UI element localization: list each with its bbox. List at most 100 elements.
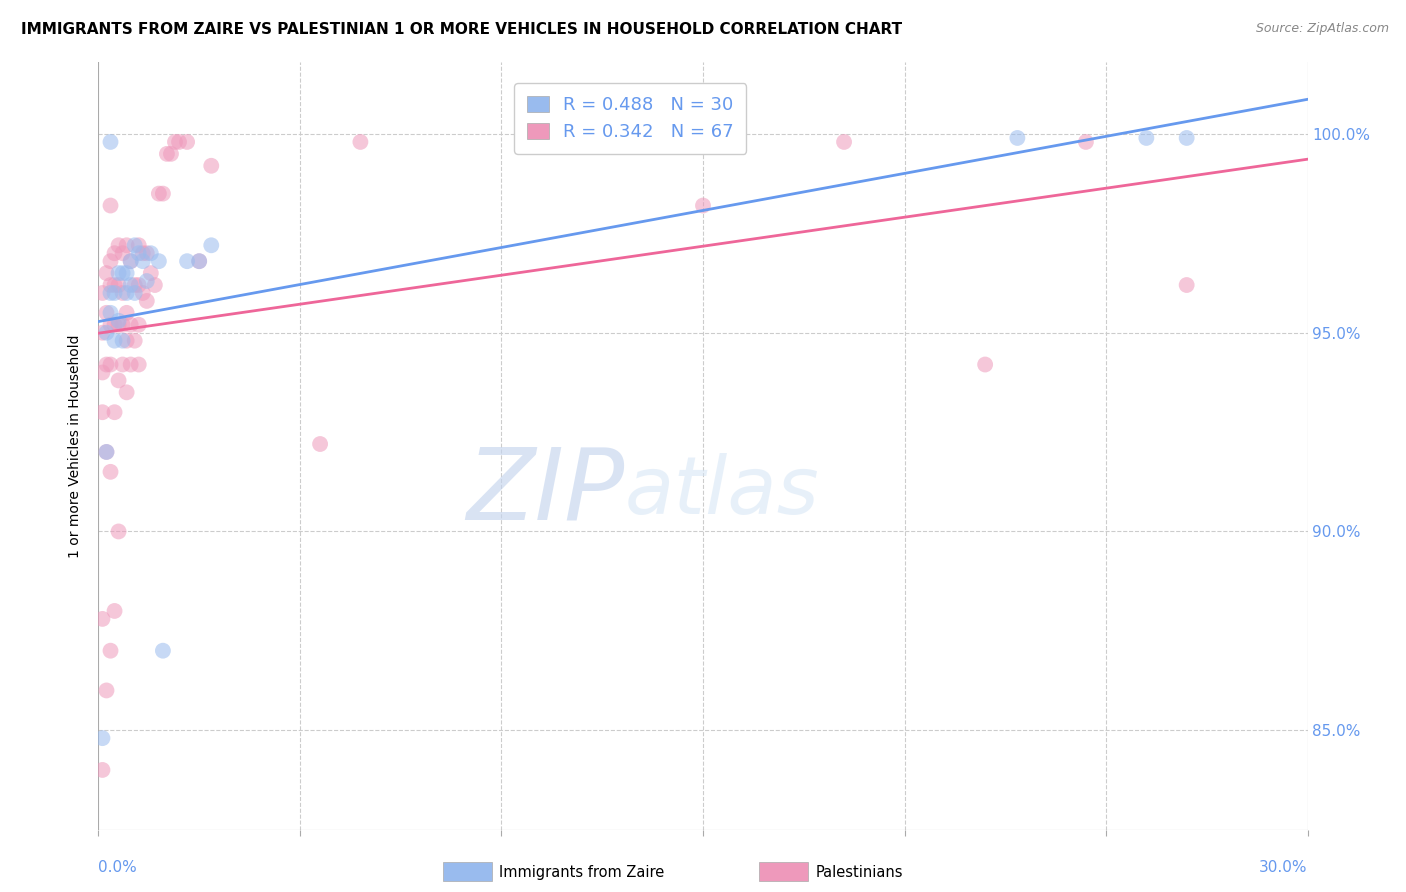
Point [124, 278, 146, 293]
Point [103, 604, 125, 618]
Point [135, 246, 157, 260]
Point [120, 278, 142, 293]
Text: IMMIGRANTS FROM ZAIRE VS PALESTINIAN 1 OR MORE VEHICLES IN HOUSEHOLD CORRELATION: IMMIGRANTS FROM ZAIRE VS PALESTINIAN 1 O… [21, 22, 903, 37]
Point [135, 293, 157, 308]
Point [115, 385, 138, 400]
Point [692, 198, 714, 212]
Point [111, 266, 134, 280]
Point [124, 285, 146, 300]
Point [120, 254, 142, 268]
Point [139, 246, 162, 260]
Point [91, 285, 114, 300]
Point [148, 254, 170, 268]
Point [96, 445, 118, 459]
Point [103, 285, 125, 300]
Point [107, 318, 129, 332]
Point [100, 318, 122, 332]
Point [100, 285, 122, 300]
Point [156, 146, 179, 161]
Point [148, 186, 170, 201]
Point [103, 318, 125, 332]
Point [100, 306, 122, 320]
Y-axis label: 1 or more Vehicles in Household: 1 or more Vehicles in Household [69, 334, 83, 558]
Point [200, 238, 222, 252]
Point [91, 405, 114, 419]
Point [115, 238, 138, 252]
Point [96, 683, 118, 698]
Point [163, 135, 186, 149]
Point [1007, 131, 1029, 145]
Point [120, 318, 142, 332]
Point [96, 266, 118, 280]
Point [128, 318, 150, 332]
Point [100, 465, 122, 479]
Point [111, 358, 134, 372]
Text: Palestinians: Palestinians [815, 865, 903, 880]
Point [107, 314, 129, 328]
Point [91, 366, 114, 380]
Text: Immigrants from Zaire: Immigrants from Zaire [499, 865, 665, 880]
Point [349, 135, 371, 149]
Point [115, 334, 138, 348]
Point [100, 135, 122, 149]
Point [128, 278, 150, 293]
Point [176, 254, 198, 268]
Point [107, 524, 129, 539]
Point [115, 306, 138, 320]
Point [176, 135, 198, 149]
Point [100, 254, 122, 268]
Point [1175, 278, 1198, 293]
Text: 30.0%: 30.0% [1260, 860, 1308, 875]
Point [135, 274, 157, 288]
Point [103, 405, 125, 419]
Point [143, 278, 166, 293]
Point [124, 334, 146, 348]
Point [974, 358, 997, 372]
Point [103, 246, 125, 260]
Point [124, 238, 146, 252]
Text: ZIP: ZIP [467, 443, 624, 541]
Point [167, 135, 190, 149]
Point [152, 643, 174, 657]
Point [91, 612, 114, 626]
Point [111, 246, 134, 260]
Point [132, 285, 155, 300]
Text: Source: ZipAtlas.com: Source: ZipAtlas.com [1256, 22, 1389, 36]
Point [103, 278, 125, 293]
Point [96, 358, 118, 372]
Point [96, 326, 118, 340]
Point [152, 186, 174, 201]
Text: 0.0%: 0.0% [98, 860, 138, 875]
Point [188, 254, 211, 268]
Point [111, 285, 134, 300]
Point [120, 358, 142, 372]
Point [100, 643, 122, 657]
Point [128, 238, 150, 252]
Text: atlas: atlas [624, 453, 820, 531]
Point [115, 285, 138, 300]
Point [309, 437, 332, 451]
Point [100, 198, 122, 212]
Point [111, 334, 134, 348]
Point [107, 278, 129, 293]
Point [1135, 131, 1157, 145]
Point [160, 146, 183, 161]
Point [200, 159, 222, 173]
Point [107, 238, 129, 252]
Point [111, 318, 134, 332]
Point [91, 731, 114, 746]
Point [128, 246, 150, 260]
Point [107, 266, 129, 280]
Point [91, 763, 114, 777]
Point [132, 254, 155, 268]
Point [1074, 135, 1097, 149]
Point [832, 135, 855, 149]
Point [115, 266, 138, 280]
Point [132, 246, 155, 260]
Point [107, 373, 129, 387]
Point [139, 266, 162, 280]
Legend: R = 0.488   N = 30, R = 0.342   N = 67: R = 0.488 N = 30, R = 0.342 N = 67 [515, 83, 747, 153]
Point [96, 306, 118, 320]
Point [1175, 131, 1198, 145]
Point [120, 254, 142, 268]
